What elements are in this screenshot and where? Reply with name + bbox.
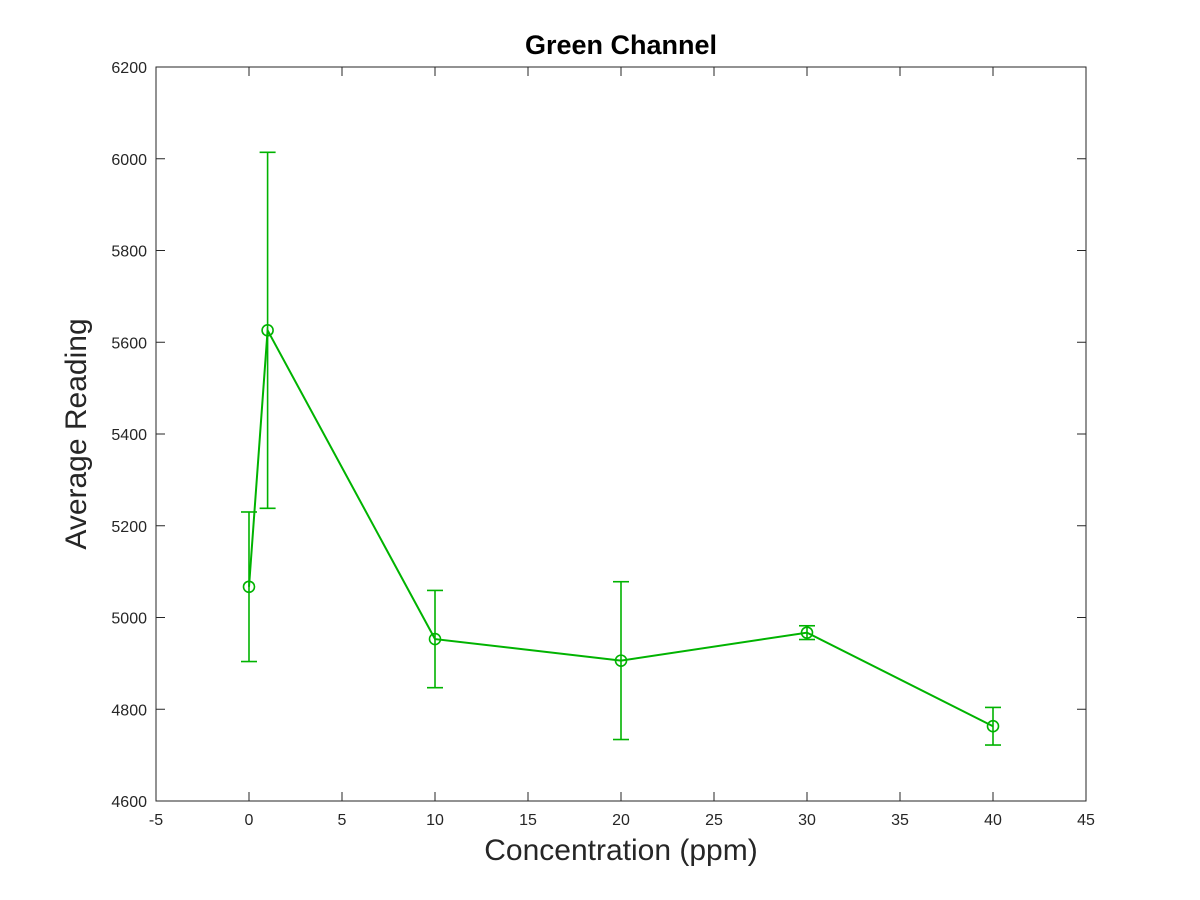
y-tick-label: 5200 [111, 519, 147, 536]
y-tick-label: 4600 [111, 794, 147, 811]
x-tick-label: 35 [891, 812, 909, 829]
data-point-marker [614, 654, 628, 667]
x-tick-label: 20 [612, 812, 630, 829]
data-point-marker [261, 324, 274, 337]
y-tick-label: 6000 [111, 152, 147, 169]
x-tick-label: 10 [426, 812, 444, 829]
x-tick-label: 5 [338, 812, 347, 829]
y-tick-label: 6200 [111, 60, 147, 77]
data-point-marker [242, 580, 256, 594]
data-point-marker [986, 719, 1000, 733]
x-tick-label: 15 [519, 812, 537, 829]
chart-title: Green Channel [525, 30, 717, 60]
x-tick-label: 0 [245, 812, 254, 829]
x-tick-label: -5 [149, 812, 163, 829]
x-tick-label: 25 [705, 812, 723, 829]
y-tick-label: 4800 [111, 702, 147, 719]
y-tick-label: 5000 [111, 611, 147, 628]
data-point-marker [428, 632, 442, 646]
x-tick-label: 30 [798, 812, 816, 829]
y-tick-label: 5400 [111, 427, 147, 444]
y-tick-label: 5600 [111, 335, 147, 352]
data-point-marker [800, 626, 814, 639]
x-axis-title: Concentration (ppm) [484, 834, 757, 867]
y-tick-label: 5800 [111, 244, 147, 261]
series-line [248, 326, 994, 728]
x-tick-label: 40 [984, 812, 1002, 829]
x-tick-label: 45 [1077, 812, 1095, 829]
y-axis-title: Average Reading [60, 318, 93, 549]
